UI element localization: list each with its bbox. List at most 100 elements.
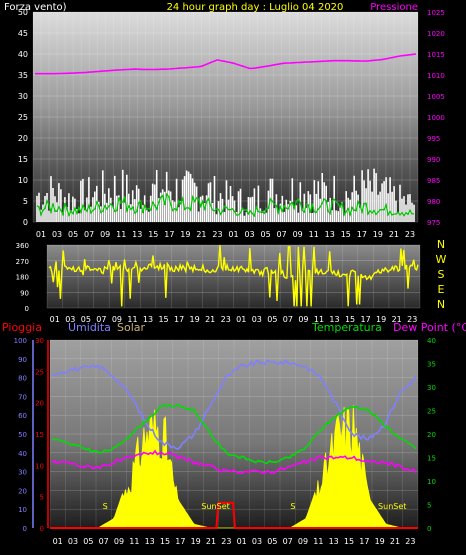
x-tick-label: 23 <box>405 537 415 546</box>
y-tick-label: 40 <box>18 50 28 59</box>
y-right-tick-label: 1010 <box>427 72 445 80</box>
x-tick-label: 09 <box>100 230 110 239</box>
x-tick-label: 03 <box>252 537 262 546</box>
rain-tick-label: 25 <box>35 368 44 376</box>
humidity-tick-label: 80 <box>18 375 27 383</box>
temperature-tick-label: 10 <box>427 478 436 486</box>
temperature-tick-label: 0 <box>427 525 431 533</box>
y-tick-label: 20 <box>18 134 28 143</box>
x-tick-label: 03 <box>252 315 262 324</box>
compass-label: E <box>438 283 445 296</box>
temperature-tick-label: 25 <box>427 408 436 416</box>
humidity-tick-label: 60 <box>18 412 27 420</box>
dewpoint-label: Dew Point (°C) <box>393 321 466 334</box>
rain-series <box>50 501 418 529</box>
y-tick-label: 270 <box>16 258 29 266</box>
temperature-tick-label: 40 <box>427 337 436 345</box>
y-tick-label: 0 <box>23 218 28 227</box>
x-tick-label: 11 <box>313 537 323 546</box>
x-tick-label: 07 <box>277 230 287 239</box>
y-right-tick-label: 995 <box>427 135 440 143</box>
x-tick-label: 19 <box>375 537 385 546</box>
x-tick-label: 09 <box>114 537 124 546</box>
x-tick-label: 15 <box>345 315 355 324</box>
temperature-tick-label: 5 <box>427 502 431 510</box>
rain-tick-label: 10 <box>35 462 44 470</box>
humidity-tick-label: 0 <box>23 525 27 533</box>
x-tick-label: 21 <box>205 315 215 324</box>
humidity-tick-label: 20 <box>18 487 27 495</box>
x-tick-label: 17 <box>164 230 174 239</box>
sunset-label: SunSet <box>201 502 229 511</box>
y-right-tick-label: 1020 <box>427 30 445 38</box>
y-tick-label: 25 <box>18 113 28 122</box>
compass-label: N <box>437 238 445 251</box>
x-tick-label: 09 <box>298 315 308 324</box>
humidity-tick-label: 10 <box>18 506 27 514</box>
temperature-tick-label: 30 <box>427 384 436 392</box>
x-tick-label: 01 <box>237 537 247 546</box>
x-tick-label: 21 <box>392 315 402 324</box>
y-tick-label: 35 <box>18 71 28 80</box>
rain-tick-label: 30 <box>35 337 44 345</box>
solar-label: Solar <box>117 321 146 334</box>
sunset-label: S <box>290 502 295 511</box>
header-left-label: Forza vento) <box>4 2 67 13</box>
humidity-tick-label: 90 <box>18 356 27 364</box>
x-tick-label: 11 <box>129 537 139 546</box>
humidity-tick-label: 30 <box>18 469 27 477</box>
y-tick-label: 0 <box>25 305 29 313</box>
rain-tick-label: 0 <box>40 525 44 533</box>
x-tick-label: 13 <box>325 230 335 239</box>
x-tick-label: 17 <box>361 315 371 324</box>
x-tick-label: 11 <box>309 230 319 239</box>
x-tick-label: 03 <box>52 230 62 239</box>
y-right-tick-label: 980 <box>427 198 440 206</box>
chart-title: 24 hour graph day : Luglio 04 2020 <box>167 2 344 13</box>
humidity-tick-label: 100 <box>14 337 27 345</box>
x-tick-label: 11 <box>314 315 324 324</box>
x-tick-label: 01 <box>236 315 246 324</box>
sunset-label: S <box>103 502 108 511</box>
x-tick-label: 07 <box>283 315 293 324</box>
x-tick-label: 07 <box>84 230 94 239</box>
x-tick-label: 11 <box>116 230 126 239</box>
rain-label: Pioggia <box>2 321 42 334</box>
y-tick-label: 90 <box>20 289 29 297</box>
y-right-tick-label: 1000 <box>427 114 445 122</box>
x-tick-label: 17 <box>359 537 369 546</box>
temperature-series <box>51 403 417 465</box>
y-tick-label: 10 <box>18 176 28 185</box>
x-tick-label: 17 <box>175 537 185 546</box>
x-tick-label: 19 <box>191 537 201 546</box>
x-tick-label: 21 <box>196 230 206 239</box>
sunset-label: SunSet <box>378 502 406 511</box>
x-tick-label: 11 <box>127 315 137 324</box>
x-tick-label: 17 <box>357 230 367 239</box>
x-tick-label: 21 <box>390 537 400 546</box>
wind-avg-series <box>36 192 414 218</box>
x-tick-label: 09 <box>293 230 303 239</box>
y-right-tick-label: 975 <box>427 219 440 227</box>
y-tick-label: 5 <box>23 197 28 206</box>
x-tick-label: 07 <box>99 537 109 546</box>
x-tick-label: 15 <box>344 537 354 546</box>
x-tick-label: 23 <box>212 230 222 239</box>
x-tick-label: 07 <box>283 537 293 546</box>
x-tick-label: 13 <box>329 315 339 324</box>
x-tick-label: 19 <box>376 315 386 324</box>
x-tick-label: 01 <box>53 537 63 546</box>
humidity-tick-label: 40 <box>18 450 27 458</box>
x-tick-label: 09 <box>112 315 122 324</box>
x-tick-label: 05 <box>83 537 93 546</box>
x-tick-label: 23 <box>221 315 231 324</box>
x-tick-label: 13 <box>329 537 339 546</box>
dewpoint-series <box>51 449 417 475</box>
y-tick-label: 30 <box>18 92 28 101</box>
x-tick-label: 13 <box>143 315 153 324</box>
x-tick-label: 05 <box>267 315 277 324</box>
x-tick-label: 21 <box>206 537 216 546</box>
humidity-tick-label: 50 <box>18 431 27 439</box>
